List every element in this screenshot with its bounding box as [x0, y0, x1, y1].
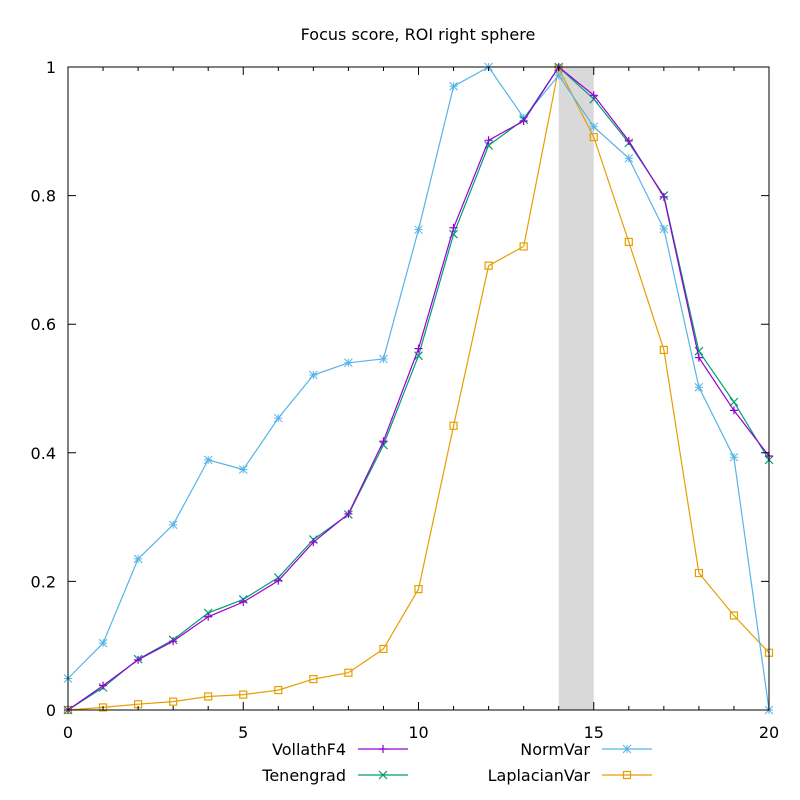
data-point-normvar	[168, 520, 178, 530]
data-point-vollathf4	[659, 192, 668, 201]
data-point-tenengrad	[694, 346, 704, 356]
data-point-laplacianvar	[484, 261, 493, 270]
data-point-laplacianvar	[624, 237, 633, 246]
data-point-vollathf4	[624, 136, 633, 145]
x-tick-label: 20	[759, 723, 779, 742]
data-point-vollathf4	[274, 576, 283, 585]
highlight-band	[558, 67, 594, 710]
data-point-normvar	[589, 122, 599, 132]
series-normvar	[63, 62, 774, 715]
data-point-laplacianvar	[414, 585, 423, 594]
legend-label-laplacianvar: LaplacianVar	[488, 766, 591, 785]
y-tick-label: 0.6	[31, 315, 56, 334]
data-point-normvar	[379, 354, 388, 364]
data-point-normvar	[449, 81, 458, 91]
data-point-normvar	[238, 465, 248, 474]
legend-label-normvar: NormVar	[520, 740, 590, 759]
data-point-laplacianvar	[589, 132, 598, 142]
series-line-vollathf4	[67, 66, 770, 711]
plot-frame	[67, 66, 770, 711]
legend-label-tenengrad: Tenengrad	[261, 766, 346, 785]
data-point-laplacianvar	[169, 697, 178, 706]
data-point-vollathf4	[694, 353, 703, 362]
y-tick-label: 0.8	[31, 187, 56, 206]
y-tick-label: 0.4	[31, 444, 56, 463]
data-point-normvar	[203, 455, 213, 465]
legend: VollathF4 Tenengrad NormVar LaplacianVar	[261, 740, 652, 785]
data-point-tenengrad	[729, 397, 739, 407]
data-point-laplacianvar	[204, 692, 213, 701]
legend-item-normvar: NormVar	[520, 740, 652, 759]
data-point-laplacianvar	[239, 690, 248, 699]
y-tick-label: 0.2	[31, 572, 56, 591]
data-point-normvar	[273, 413, 283, 423]
data-point-laplacianvar	[659, 345, 668, 355]
x-tick-label: 15	[584, 723, 604, 742]
data-point-vollathf4	[449, 223, 458, 232]
tick-layer: 0 5 10 15 20 0 0.2 0.4 0.6 0.8 1	[31, 58, 780, 742]
data-point-vollathf4	[379, 437, 388, 446]
data-point-vollathf4	[484, 136, 493, 145]
data-point-normvar	[624, 153, 634, 163]
legend-marker-laplacianvar	[622, 770, 632, 780]
series-tenengrad	[63, 62, 774, 715]
data-point-laplacianvar	[309, 675, 318, 684]
series-line-normvar	[67, 66, 770, 711]
legend-marker-normvar	[622, 744, 632, 754]
data-point-vollathf4	[344, 509, 353, 518]
series-vollathf4	[64, 63, 773, 714]
data-point-normvar	[308, 370, 318, 380]
legend-item-laplacianvar: LaplacianVar	[488, 766, 652, 785]
x-tick-label: 0	[63, 723, 73, 742]
series-layer	[63, 62, 774, 715]
chart-title: Focus score, ROI right sphere	[301, 25, 536, 44]
plot-frame-layer	[67, 66, 770, 711]
legend-marker-vollathf4	[379, 745, 387, 753]
x-tick-label: 10	[408, 723, 428, 742]
data-point-vollathf4	[729, 406, 738, 415]
x-tick-label: 5	[238, 723, 248, 742]
data-point-vollathf4	[99, 681, 108, 690]
legend-label-vollathf4: VollathF4	[272, 740, 346, 759]
data-point-vollathf4	[134, 655, 143, 664]
legend-item-tenengrad: Tenengrad	[261, 766, 408, 785]
legend-item-vollathf4: VollathF4	[272, 740, 408, 759]
data-point-normvar	[98, 638, 108, 648]
data-point-normvar	[344, 358, 353, 368]
data-point-normvar	[133, 554, 143, 564]
data-point-laplacianvar	[379, 644, 388, 654]
data-point-laplacianvar	[519, 242, 528, 251]
data-point-normvar	[694, 382, 704, 392]
highlight-band-layer	[558, 67, 594, 710]
data-point-vollathf4	[204, 612, 213, 621]
series-line-laplacianvar	[67, 66, 770, 711]
data-point-normvar	[729, 452, 739, 462]
data-point-vollathf4	[414, 344, 423, 353]
legend-marker-tenengrad	[378, 770, 388, 780]
data-point-laplacianvar	[98, 703, 108, 712]
data-point-laplacianvar	[274, 685, 283, 695]
data-point-vollathf4	[169, 637, 178, 646]
data-point-normvar	[414, 225, 423, 235]
data-point-vollathf4	[239, 597, 248, 606]
data-point-laplacianvar	[449, 421, 458, 430]
data-point-vollathf4	[519, 117, 528, 126]
data-point-vollathf4	[589, 91, 598, 100]
data-point-tenengrad	[414, 351, 423, 361]
y-tick-label: 1	[46, 58, 56, 77]
data-point-normvar	[659, 224, 669, 234]
data-point-laplacianvar	[694, 568, 704, 578]
data-point-laplacianvar	[729, 611, 739, 620]
data-point-vollathf4	[309, 538, 318, 547]
series-laplacianvar	[63, 64, 774, 715]
series-line-tenengrad	[67, 66, 770, 711]
y-tick-label: 0	[46, 701, 56, 720]
data-point-normvar	[554, 71, 564, 80]
data-point-laplacianvar	[344, 668, 353, 677]
